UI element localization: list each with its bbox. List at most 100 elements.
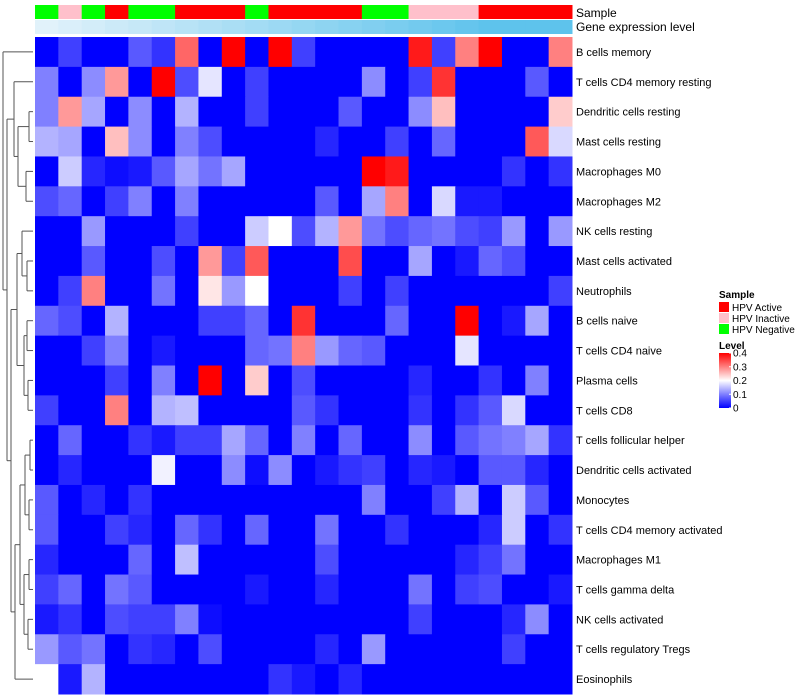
sample-annotation-cell <box>175 5 199 19</box>
heatmap-cell <box>315 305 340 337</box>
heatmap-cell <box>315 484 340 516</box>
expression-bar-title: Gene expression level <box>576 20 695 34</box>
heatmap-cell <box>501 514 526 546</box>
heatmap-cell <box>58 514 83 546</box>
heatmap-cell <box>501 126 526 157</box>
heatmap-cell <box>198 664 223 695</box>
heatmap-cell <box>58 96 83 128</box>
row-label: NK cells activated <box>576 614 663 626</box>
heatmap-cell <box>81 37 106 68</box>
heatmap-cell <box>478 275 503 307</box>
heatmap-cell <box>431 455 456 486</box>
heatmap-cell <box>501 37 526 68</box>
heatmap-cell <box>478 634 503 665</box>
heatmap-cell <box>525 514 550 546</box>
heatmap-cell <box>315 275 340 307</box>
heatmap-cell <box>175 365 199 396</box>
sample-annotation-cell <box>81 5 106 19</box>
heatmap-cell <box>431 37 456 68</box>
level-legend-title: Level <box>719 341 745 352</box>
heatmap-cell <box>58 66 83 98</box>
heatmap-cell <box>175 604 199 635</box>
heatmap-cell <box>548 544 573 576</box>
heatmap-cell <box>455 574 480 605</box>
heatmap-cell <box>35 544 59 576</box>
heatmap-cell <box>221 96 246 128</box>
heatmap-cell <box>198 514 223 546</box>
heatmap-cell <box>151 216 176 247</box>
row-label: Dendritic cells resting <box>576 107 681 119</box>
heatmap-cell <box>221 66 246 98</box>
heatmap-cell <box>501 335 526 366</box>
heatmap-cell <box>105 96 129 128</box>
heatmap-cell <box>58 574 83 605</box>
heatmap-cell <box>268 455 293 486</box>
heatmap-cell <box>431 216 456 247</box>
heatmap-cell <box>361 156 386 187</box>
row-label: T cells regulatory Tregs <box>576 644 691 656</box>
heatmap-cell <box>315 156 340 187</box>
heatmap-cell <box>198 66 223 98</box>
heatmap-cell <box>548 425 573 456</box>
heatmap-cell <box>385 305 410 337</box>
heatmap-cell <box>175 634 199 665</box>
heatmap-cell <box>128 425 153 456</box>
heatmap-cell <box>105 37 129 68</box>
expression-annotation-cell <box>81 20 106 34</box>
heatmap-cell <box>478 455 503 486</box>
level-legend-tick-label: 0.2 <box>733 376 747 387</box>
heatmap-cell <box>151 544 176 576</box>
heatmap-cell <box>361 186 386 217</box>
heatmap-cell <box>501 544 526 576</box>
heatmap-cell <box>548 126 573 157</box>
heatmap-cell <box>431 574 456 605</box>
heatmap-cell <box>455 66 480 98</box>
heatmap-cell <box>105 455 129 486</box>
heatmap-cell <box>408 574 433 605</box>
heatmap-cell <box>128 275 153 307</box>
heatmap-cell <box>35 335 59 366</box>
heatmap-cell <box>245 216 269 247</box>
heatmap-cell <box>315 574 340 605</box>
heatmap-cell <box>408 634 433 665</box>
heatmap-cell <box>81 246 106 277</box>
heatmap-cell <box>291 455 316 486</box>
heatmap-cell <box>291 96 316 128</box>
heatmap-cell <box>478 484 503 516</box>
heatmap-cell <box>221 544 246 576</box>
sample-annotation-cell <box>431 5 456 19</box>
heatmap-cell <box>455 365 480 396</box>
heatmap-cell <box>58 455 83 486</box>
heatmap-cell <box>361 604 386 635</box>
expression-annotation-cell <box>175 20 199 34</box>
heatmap-cell <box>221 664 246 695</box>
heatmap-cell <box>81 365 106 396</box>
row-label: B cells memory <box>576 47 652 59</box>
row-label: B cells naive <box>576 316 638 328</box>
heatmap-cell <box>455 455 480 486</box>
heatmap-cell <box>58 126 83 157</box>
expression-annotation-cell <box>315 20 340 34</box>
heatmap-cell <box>268 365 293 396</box>
heatmap-cell <box>175 186 199 217</box>
heatmap-cell <box>35 514 59 546</box>
heatmap-cell <box>245 455 269 486</box>
heatmap-cell <box>221 395 246 426</box>
heatmap-cell <box>455 514 480 546</box>
heatmap-cell <box>315 246 340 277</box>
heatmap-cell <box>81 216 106 247</box>
heatmap-cell <box>361 37 386 68</box>
heatmap-cell <box>58 365 83 396</box>
heatmap-cell <box>525 275 550 307</box>
heatmap-cell <box>81 186 106 217</box>
heatmap-cell <box>245 126 269 157</box>
heatmap-cell <box>478 216 503 247</box>
heatmap-cell <box>291 634 316 665</box>
heatmap-cell <box>175 96 199 128</box>
heatmap-cell <box>455 216 480 247</box>
heatmap-cell <box>105 66 129 98</box>
heatmap-cell <box>128 66 153 98</box>
heatmap-cell <box>128 96 153 128</box>
heatmap-cell <box>198 216 223 247</box>
heatmap-cell <box>478 335 503 366</box>
